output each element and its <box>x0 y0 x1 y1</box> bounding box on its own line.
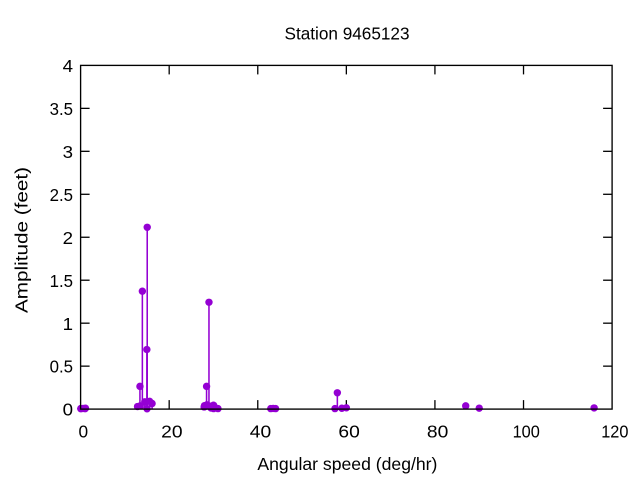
svg-text:Angular speed (deg/hr): Angular speed (deg/hr) <box>257 454 437 474</box>
svg-text:100: 100 <box>513 422 540 442</box>
svg-text:0.5: 0.5 <box>50 357 74 377</box>
svg-text:4: 4 <box>63 56 74 76</box>
svg-text:40: 40 <box>250 422 272 442</box>
svg-text:1: 1 <box>63 314 73 334</box>
svg-text:2.5: 2.5 <box>50 185 74 205</box>
svg-text:60: 60 <box>338 422 360 442</box>
svg-text:80: 80 <box>427 422 449 442</box>
svg-text:120: 120 <box>601 422 628 442</box>
svg-text:0: 0 <box>79 422 89 442</box>
svg-text:2: 2 <box>63 228 73 248</box>
svg-text:20: 20 <box>161 422 183 442</box>
svg-text:Station 9465123: Station 9465123 <box>285 24 410 44</box>
svg-text:Amplitude (feet): Amplitude (feet) <box>12 167 32 313</box>
svg-text:0: 0 <box>63 400 74 420</box>
svg-text:1.5: 1.5 <box>50 271 74 291</box>
svg-text:3: 3 <box>63 142 74 162</box>
svg-text:3.5: 3.5 <box>50 99 74 119</box>
